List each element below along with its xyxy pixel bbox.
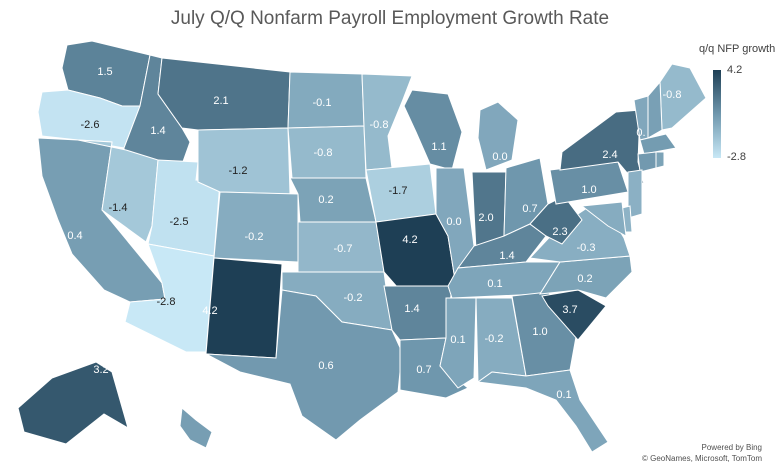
state-value-label-wi: 1.1 — [431, 141, 446, 153]
state-value-label-mi: 0.0 — [492, 151, 507, 163]
state-region-fl — [476, 369, 609, 453]
state-value-label-nd: -0.1 — [313, 97, 332, 109]
state-region-nh — [647, 80, 663, 139]
legend-max-label: 4.2 — [727, 64, 743, 76]
state-value-label-vt: 0. — [636, 127, 645, 139]
credit-powered-by: Powered by Bing — [701, 443, 762, 452]
state-value-label-ar: 1.4 — [404, 303, 419, 315]
state-region-ak — [17, 361, 129, 445]
state-region-wi — [403, 89, 463, 171]
state-region-nj — [627, 169, 643, 219]
state-value-label-mn: -0.8 — [370, 119, 389, 131]
state-region-mi — [477, 101, 519, 171]
state-value-label-co: -0.2 — [245, 231, 264, 243]
state-value-label-ky: 1.4 — [499, 250, 514, 262]
state-value-label-ok: -0.2 — [344, 292, 363, 304]
legend-color-scale — [713, 70, 721, 158]
state-value-label-sc: 3.7 — [562, 304, 577, 316]
state-value-label-ne: 0.2 — [318, 194, 333, 206]
state-value-label-sd: -0.8 — [314, 147, 333, 159]
state-value-label-pa: 1.0 — [581, 184, 596, 196]
state-region-nv — [77, 139, 159, 243]
state-value-label-nv: -1.4 — [109, 202, 128, 214]
state-value-label-va: -0.3 — [577, 242, 596, 254]
state-region-hi — [179, 407, 213, 449]
chart-title: July Q/Q Nonfarm Payroll Employment Grow… — [170, 8, 610, 29]
state-value-label-al: -0.2 — [485, 333, 504, 345]
state-value-label-wa: 1.5 — [97, 66, 112, 78]
state-region-mn — [361, 73, 413, 171]
state-value-label-in: 2.0 — [478, 212, 493, 224]
state-value-label-ak: 3.2 — [93, 364, 108, 376]
state-value-label-fl: 0.1 — [556, 389, 571, 401]
state-value-label-mt: 2.1 — [213, 95, 228, 107]
state-region-md — [580, 201, 627, 237]
state-value-label-or: -2.6 — [81, 119, 100, 131]
state-value-label-ms: 0.1 — [450, 334, 465, 346]
state-region-co — [213, 191, 299, 263]
state-value-label-ga: 1.0 — [532, 326, 547, 338]
state-value-label-ut: -2.5 — [170, 216, 189, 228]
state-value-label-ca: 0.4 — [67, 230, 82, 242]
state-value-label-ks: -0.7 — [334, 243, 353, 255]
state-region-wy — [197, 127, 291, 195]
state-value-label-ny: 2.4 — [602, 149, 617, 161]
legend-title: q/q NFP growth — [699, 43, 776, 55]
state-region-wv — [529, 195, 583, 245]
state-value-label-me: -0.8 — [663, 89, 682, 101]
state-value-label-tn: 0.1 — [487, 278, 502, 290]
legend-min-label: -2.8 — [727, 151, 746, 163]
state-region-ma — [639, 133, 677, 155]
state-value-label-il: 0.0 — [446, 216, 461, 228]
state-value-label-nc: 0.2 — [577, 273, 592, 285]
state-value-label-wy: -1.2 — [229, 165, 248, 177]
state-region-ct — [637, 151, 657, 173]
state-region-tx — [205, 289, 403, 441]
state-value-label-az: -2.8 — [157, 296, 176, 308]
state-value-label-wv: 2.3 — [552, 226, 567, 238]
state-value-label-mo: 4.2 — [402, 234, 417, 246]
state-value-label-nm: 4.2 — [202, 305, 217, 317]
state-value-label-oh: 0.7 — [522, 203, 537, 215]
state-value-label-la: 0.7 — [416, 364, 431, 376]
state-region-ri — [655, 151, 665, 169]
credit-attribution: © GeoNames, Microsoft, TomTom — [642, 454, 762, 463]
state-value-label-id: 1.4 — [150, 125, 165, 137]
state-value-label-tx: 0.6 — [318, 360, 333, 372]
state-region-ny — [559, 109, 645, 186]
state-value-label-ia: -1.7 — [389, 185, 408, 197]
